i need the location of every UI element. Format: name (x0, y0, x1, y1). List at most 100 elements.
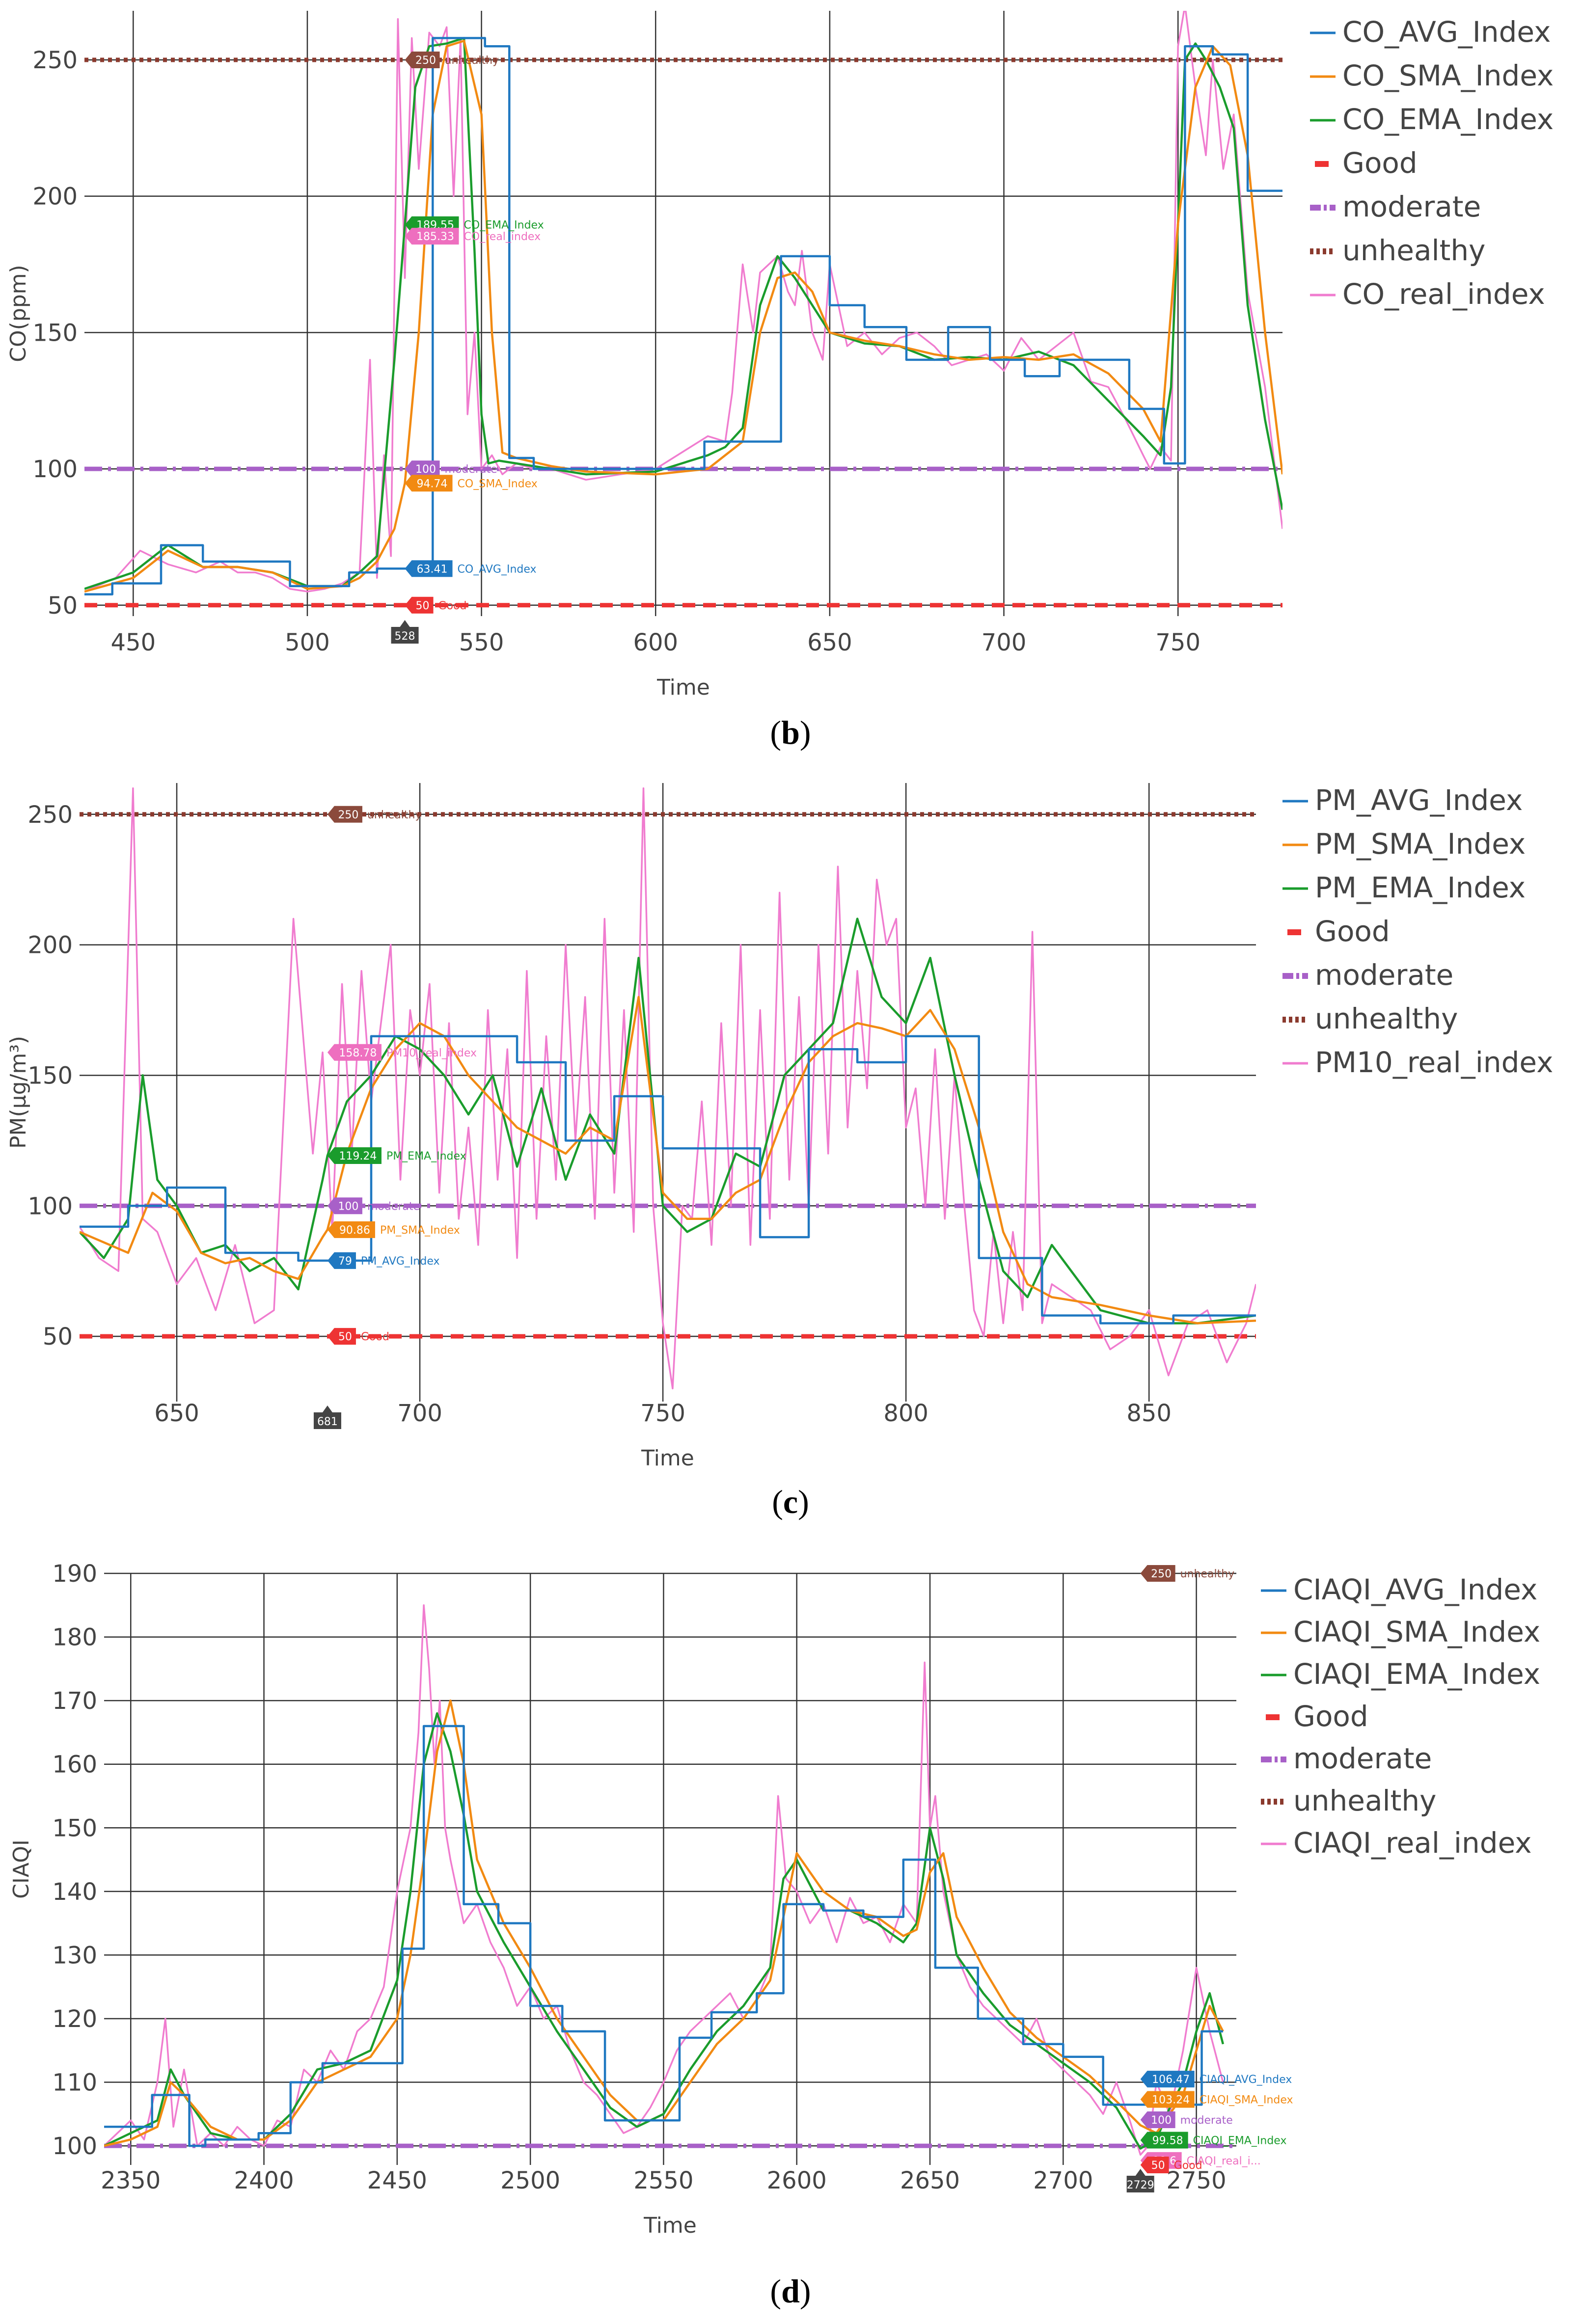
legend-label: CO_EMA_Index (1342, 103, 1554, 136)
hover-label-text: unhealthy (1180, 1568, 1235, 1580)
legend-item[interactable]: CIAQI_SMA_Index (1261, 1615, 1540, 1648)
y-tick-label: 140 (52, 1878, 97, 1906)
x-tick-label: 2500 (500, 2167, 560, 2194)
legend-item[interactable]: CO_AVG_Index (1310, 15, 1551, 49)
legend-item[interactable]: unhealthy (1261, 1784, 1436, 1817)
x-tick-label: 700 (982, 629, 1027, 656)
legend-item[interactable]: PM10_real_index (1282, 1046, 1553, 1079)
hover-label-text: CIAQI_EMA_Index (1193, 2135, 1287, 2147)
legend-item[interactable]: moderate (1282, 958, 1453, 992)
plot-area (104, 1604, 1236, 2156)
legend-item[interactable]: unhealthy (1282, 1002, 1458, 1035)
hover-label: 94.74 CO_SMA_Index (405, 475, 538, 492)
hover-label-text: unhealthy (367, 809, 422, 821)
hover-label-badge (327, 1328, 356, 1345)
legend-item[interactable]: Good (1266, 1700, 1368, 1733)
chart-panel-c: 650 700 750 800 850 50 100 150 200 250 Time PM(µg/m… (6, 783, 1553, 1520)
y-axis-title: PM(µg/m³) (6, 1036, 31, 1149)
hover-label-value: 94.74 (417, 478, 448, 490)
x-tick-label: 700 (397, 1400, 442, 1427)
hover-label-value: 79 (338, 1255, 352, 1268)
x-tick-label: 2650 (900, 2167, 960, 2194)
panel-label-open: ( (770, 2272, 781, 2310)
hover-label-value: 103.24 (1152, 2094, 1190, 2107)
x-tick-label: 750 (1155, 629, 1200, 656)
hover-label-text: CO_real_index (464, 231, 541, 243)
hover-label: 100 moderate (405, 460, 497, 478)
legend-item[interactable]: moderate (1261, 1742, 1432, 1775)
hover-label-badge (327, 1197, 362, 1215)
series-line-CO_EMA_Index (84, 37, 1282, 590)
panel-label-close: ) (800, 2272, 811, 2310)
series-line-PM10_real_index (80, 787, 1256, 1390)
cursor-tag-badge (1126, 2169, 1154, 2192)
x-tick-label: 2350 (101, 2167, 161, 2194)
panel-label-close: ) (798, 1483, 809, 1520)
legend-item[interactable]: CO_SMA_Index (1310, 59, 1554, 92)
legend-item[interactable]: CIAQI_EMA_Index (1261, 1657, 1540, 1691)
legend-item[interactable]: PM_AVG_Index (1282, 784, 1523, 817)
panel-label-close: ) (800, 714, 811, 751)
plot-area (84, 11, 1282, 608)
legend-label: CIAQI_real_index (1293, 1826, 1532, 1860)
hover-label-badge (405, 228, 459, 245)
hover-label: 158.78 PM10_real_index (327, 1044, 477, 1061)
hover-label-text: Good (438, 600, 467, 612)
hover-label-value: 250 (415, 54, 436, 67)
y-tick-label: 100 (32, 456, 78, 483)
y-tick-label: 100 (27, 1192, 73, 1220)
x-axis-title: Time (641, 1446, 694, 1471)
hover-label: 119.24 PM_EMA_Index (327, 1147, 466, 1164)
hover-label-value: 100 (415, 463, 436, 476)
hover-label-value: 50 (416, 600, 430, 612)
hover-label: 250 unhealthy (1140, 1565, 1235, 1582)
legend-item[interactable]: PM_SMA_Index (1282, 827, 1526, 861)
hover-label: 63.41 CO_AVG_Index (405, 560, 537, 577)
hover-label-text: PM10_real_index (386, 1047, 477, 1059)
series-line-CIAQI_SMA_Index (104, 1699, 1224, 2147)
legend-label: moderate (1293, 1742, 1432, 1775)
y-tick-label: 200 (32, 183, 78, 211)
cursor-tag-value: 528 (395, 630, 415, 643)
hover-label-value: 50 (1151, 2160, 1165, 2172)
legend-item[interactable]: CIAQI_AVG_Index (1261, 1573, 1537, 1606)
legend-label: CO_AVG_Index (1342, 15, 1551, 49)
x-tick-label: 650 (807, 629, 852, 656)
panel-label: (d) (770, 2272, 811, 2310)
legend-item[interactable]: CO_real_index (1310, 277, 1545, 311)
hover-label: 79 PM_AVG_Index (327, 1252, 440, 1269)
x-tick-label: 2700 (1033, 2167, 1093, 2194)
y-axis-title: CO(ppm) (6, 265, 31, 362)
hover-label: 99.58 CIAQI_EMA_Index (1140, 2132, 1287, 2149)
legend-item[interactable]: Good (1315, 146, 1418, 180)
hover-label-text: CO_AVG_Index (458, 563, 537, 575)
panel-label-letter: c (783, 1483, 798, 1520)
x-tick-label: 600 (633, 629, 678, 656)
x-tick-label: 2750 (1167, 2167, 1227, 2194)
hover-label: 106.47 CIAQI_AVG_Index (1140, 2071, 1292, 2088)
hover-label: 100 moderate (327, 1197, 420, 1215)
hover-label: 50 Good (327, 1328, 389, 1345)
legend-label: moderate (1342, 190, 1481, 223)
legend-item[interactable]: CIAQI_real_index (1261, 1826, 1532, 1860)
hover-label-value: 63.41 (417, 563, 448, 575)
cursor-tag-value: 2729 (1127, 2179, 1154, 2191)
x-tick-label: 850 (1126, 1400, 1172, 1427)
series-line-CO_AVG_Index (84, 37, 1282, 595)
legend-item[interactable]: moderate (1310, 190, 1481, 223)
series-line-PM_EMA_Index (80, 918, 1256, 1324)
panel-label: (b) (770, 714, 811, 751)
legend-label: CO_SMA_Index (1342, 59, 1554, 92)
hover-label: 100 moderate (1140, 2111, 1233, 2129)
legend-label: CIAQI_EMA_Index (1293, 1657, 1540, 1691)
legend-item[interactable]: Good (1287, 915, 1390, 948)
hover-label-badge (405, 51, 440, 68)
legend-item[interactable]: CO_EMA_Index (1310, 103, 1554, 136)
series-line-PM_SMA_Index (80, 996, 1256, 1324)
legend-item[interactable]: PM_EMA_Index (1282, 871, 1526, 904)
hover-label-text: moderate (1180, 2114, 1233, 2127)
legend-item[interactable]: unhealthy (1310, 234, 1485, 267)
y-tick-label: 150 (32, 319, 78, 347)
cursor-tag-value: 681 (317, 1416, 338, 1428)
